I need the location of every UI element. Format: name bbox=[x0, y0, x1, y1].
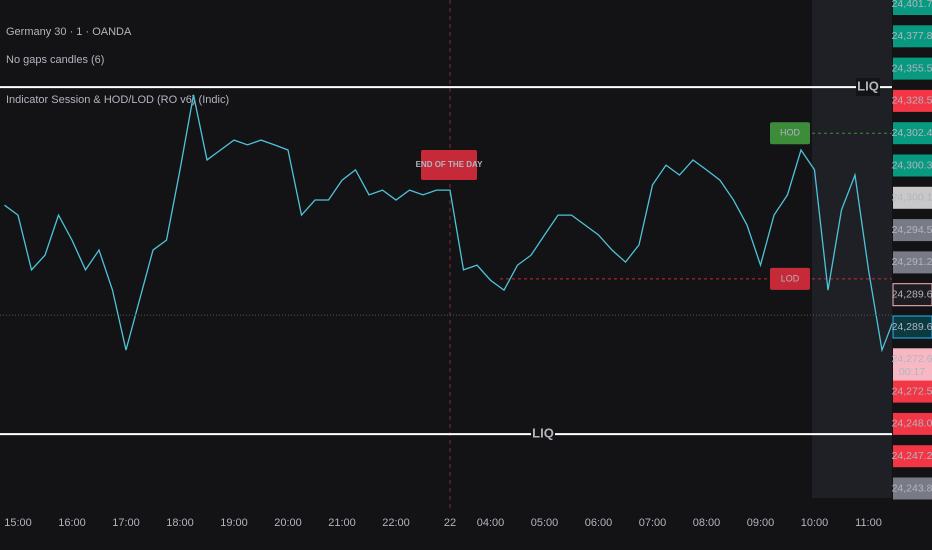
x-tick-label: 07:00 bbox=[639, 517, 667, 529]
price-tag-label: 24,294.5 bbox=[892, 224, 932, 236]
price-axis bbox=[892, 0, 932, 550]
subtitle: Indicator Session & HOD/LOD (RO v6) (Ind… bbox=[6, 94, 229, 106]
price-tag bbox=[893, 219, 932, 242]
lod-tag bbox=[770, 267, 810, 290]
price-tag bbox=[893, 89, 932, 112]
price-tag bbox=[893, 57, 932, 80]
liq-label: LIQ bbox=[532, 426, 554, 441]
price-tag-label: 24,247.2 bbox=[892, 450, 932, 462]
price-tag-label: 24,289.6 bbox=[892, 288, 932, 300]
liq-bg bbox=[531, 425, 555, 444]
price-tag bbox=[893, 412, 932, 435]
price-tag-label: 24,272.5 bbox=[892, 385, 932, 397]
price-tag bbox=[893, 348, 932, 383]
price-tag bbox=[893, 477, 932, 500]
price-tag bbox=[893, 445, 932, 468]
price-tag-label: 24,377.8 bbox=[892, 30, 932, 42]
price-tag bbox=[893, 25, 932, 48]
price-tag-label: 24,289.6 bbox=[892, 321, 932, 333]
price-tag-label: 24,302.4 bbox=[892, 127, 932, 139]
price-tag-label: 24,300.1 bbox=[892, 192, 932, 204]
price-tag-label: 24,300.3 bbox=[892, 159, 932, 171]
x-tick-label: 11:00 bbox=[855, 517, 882, 529]
price-tag bbox=[893, 251, 932, 274]
price-tag bbox=[893, 154, 932, 177]
x-tick-label: 18:00 bbox=[166, 517, 194, 529]
x-tick-label: 10:00 bbox=[801, 517, 829, 529]
chart-title: Germany 30 · 1 · OANDA bbox=[6, 26, 132, 38]
subtitle: No gaps candles (6) bbox=[6, 54, 104, 66]
x-tick-label: 15:00 bbox=[4, 517, 32, 529]
hod-label: HOD bbox=[780, 128, 801, 138]
x-tick-label: 05:00 bbox=[531, 517, 559, 529]
x-tick-label: 21:00 bbox=[328, 517, 356, 529]
x-tick-label: 20:00 bbox=[274, 517, 302, 529]
x-tick-label: 19:00 bbox=[220, 517, 248, 529]
event-label: END OF THE DAY bbox=[416, 160, 483, 169]
hod-tag bbox=[770, 122, 810, 145]
x-tick-label: 22:00 bbox=[382, 517, 410, 529]
price-tag bbox=[893, 0, 932, 15]
price-line bbox=[4, 94, 897, 353]
time-axis bbox=[0, 510, 892, 550]
price-tag bbox=[893, 186, 932, 209]
price-tag-label: 24,248.0 bbox=[892, 418, 932, 430]
price-tag-sub: 00:17 bbox=[899, 366, 925, 378]
lod-label: LOD bbox=[781, 273, 800, 283]
x-tick-label: 08:00 bbox=[693, 517, 721, 529]
price-tag-label: 24,291.2 bbox=[892, 256, 932, 268]
price-tag-label: 24,355.5 bbox=[892, 62, 932, 74]
price-tag-label: 24,401.7 bbox=[892, 0, 932, 10]
price-tag-label: 24,328.5 bbox=[892, 95, 932, 107]
x-tick-label: 16:00 bbox=[58, 517, 86, 529]
price-tag bbox=[892, 315, 932, 339]
liq-bg bbox=[856, 78, 880, 97]
price-tag-label: 24,272.6 bbox=[892, 353, 932, 365]
price-tag bbox=[893, 122, 932, 145]
x-tick-label: 17:00 bbox=[112, 517, 140, 529]
event-tag bbox=[421, 150, 477, 180]
x-tick-label: 06:00 bbox=[585, 517, 613, 529]
x-tick-label: 22 bbox=[444, 517, 456, 529]
price-tag-label: 24,243.8 bbox=[892, 482, 932, 494]
price-tag bbox=[893, 380, 932, 403]
liq-label: LIQ bbox=[857, 79, 879, 94]
x-tick-label: 09:00 bbox=[747, 517, 775, 529]
price-tag bbox=[892, 283, 932, 307]
x-tick-label: 04:00 bbox=[477, 517, 505, 529]
